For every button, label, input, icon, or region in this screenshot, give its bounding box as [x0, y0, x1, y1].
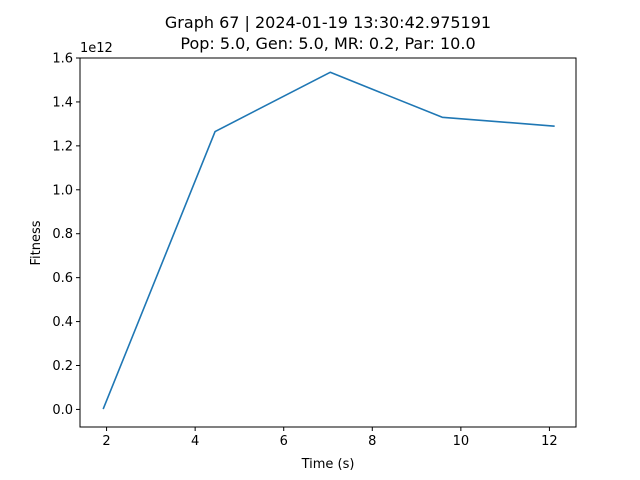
chart-title: Graph 67 | 2024-01-19 13:30:42.975191	[165, 13, 491, 32]
y-tick-label: 1.0	[52, 183, 73, 198]
y-tick-label: 1.6	[52, 52, 73, 67]
y-offset-label: 1e12	[80, 41, 113, 56]
x-tick-label: 10	[453, 434, 470, 449]
chart-subtitle: Pop: 5.0, Gen: 5.0, MR: 0.2, Par: 10.0	[180, 34, 475, 53]
y-tick-label: 0.2	[52, 359, 73, 374]
x-tick-label: 8	[368, 434, 376, 449]
y-tick-label: 0.4	[52, 315, 73, 330]
y-tick-label: 1.4	[52, 95, 73, 110]
y-tick-label: 0.8	[52, 227, 73, 242]
y-tick-label: 0.0	[52, 403, 73, 418]
plot-area: 2 4 6 8 10 12 0.0 0.2 0.4 0.6 0.8 1.0 1.2 1.4 1.6	[52, 52, 557, 450]
x-tick-label: 12	[541, 434, 558, 449]
x-tick-label: 6	[280, 434, 288, 449]
x-axis-label: Time (s)	[301, 457, 355, 472]
series-line	[102, 71, 555, 410]
y-tick-label: 0.6	[52, 271, 73, 286]
y-tick-label: 1.2	[52, 139, 73, 154]
y-axis-label: Fitness	[29, 220, 44, 265]
axes-frame	[79, 57, 577, 428]
x-tick-label: 4	[191, 434, 199, 449]
x-tick-label: 2	[102, 434, 110, 449]
